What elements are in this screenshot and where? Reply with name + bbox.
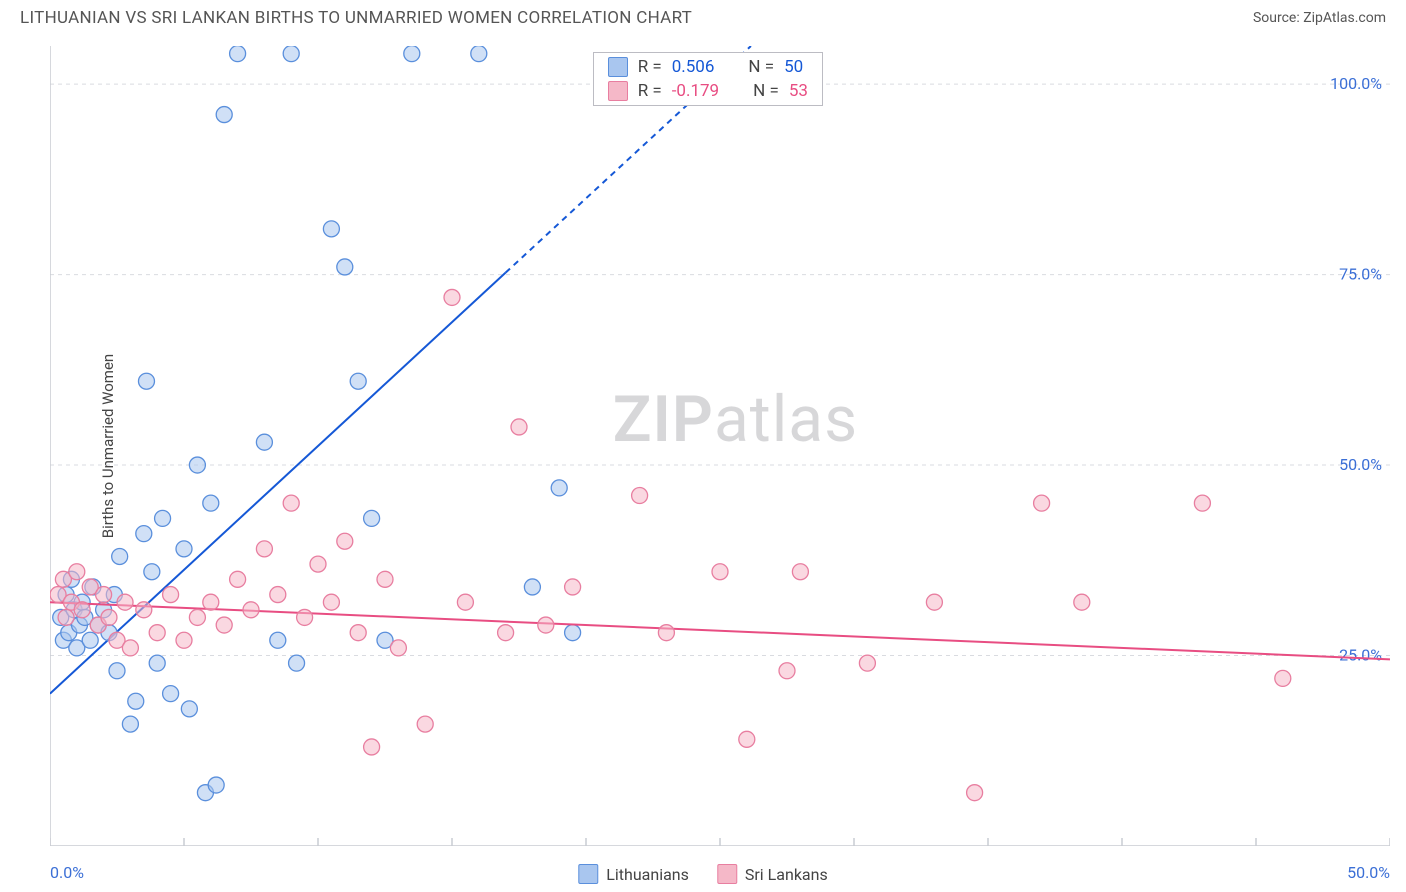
stat-n-label: N = [753,81,779,101]
svg-text:100.0%: 100.0% [1330,74,1382,93]
svg-text:25.0%: 25.0% [1339,646,1382,665]
svg-text:75.0%: 75.0% [1339,265,1382,284]
source-label: Source: ZipAtlas.com [1253,10,1386,26]
legend: Lithuanians Sri Lankans [578,864,827,884]
stat-n-value: 53 [789,81,808,101]
svg-text:50.0%: 50.0% [1339,455,1382,474]
stats-row: R = -0.179 N = 53 [594,79,822,103]
legend-label: Sri Lankans [745,865,828,884]
legend-swatch [717,864,737,884]
x-axis-end-label: 50.0% [1347,863,1390,882]
legend-swatch [578,864,598,884]
stat-n-value: 50 [784,57,803,77]
stat-r-label: R = [638,57,662,77]
stat-r-value: 0.506 [672,57,715,77]
stat-r-value: -0.179 [672,81,719,101]
legend-item: Sri Lankans [717,864,828,884]
legend-item: Lithuanians [578,864,689,884]
stat-r-label: R = [638,81,662,101]
chart-title: LITHUANIAN VS SRI LANKAN BIRTHS TO UNMAR… [20,8,692,28]
legend-label: Lithuanians [606,865,689,884]
stat-n-label: N = [748,57,774,77]
chart-area: Births to Unmarried Women 25.0%50.0%75.0… [50,46,1390,846]
scatter-plot: 25.0% 50.0% 75.0% 100.0% [50,46,1390,846]
legend-swatch [608,57,628,77]
stats-row: R = 0.506 N = 50 [594,55,822,79]
legend-swatch [608,81,628,101]
x-axis-start-label: 0.0% [50,863,84,882]
stats-box: R = 0.506 N = 50 R = -0.179 N = 53 [593,52,823,106]
